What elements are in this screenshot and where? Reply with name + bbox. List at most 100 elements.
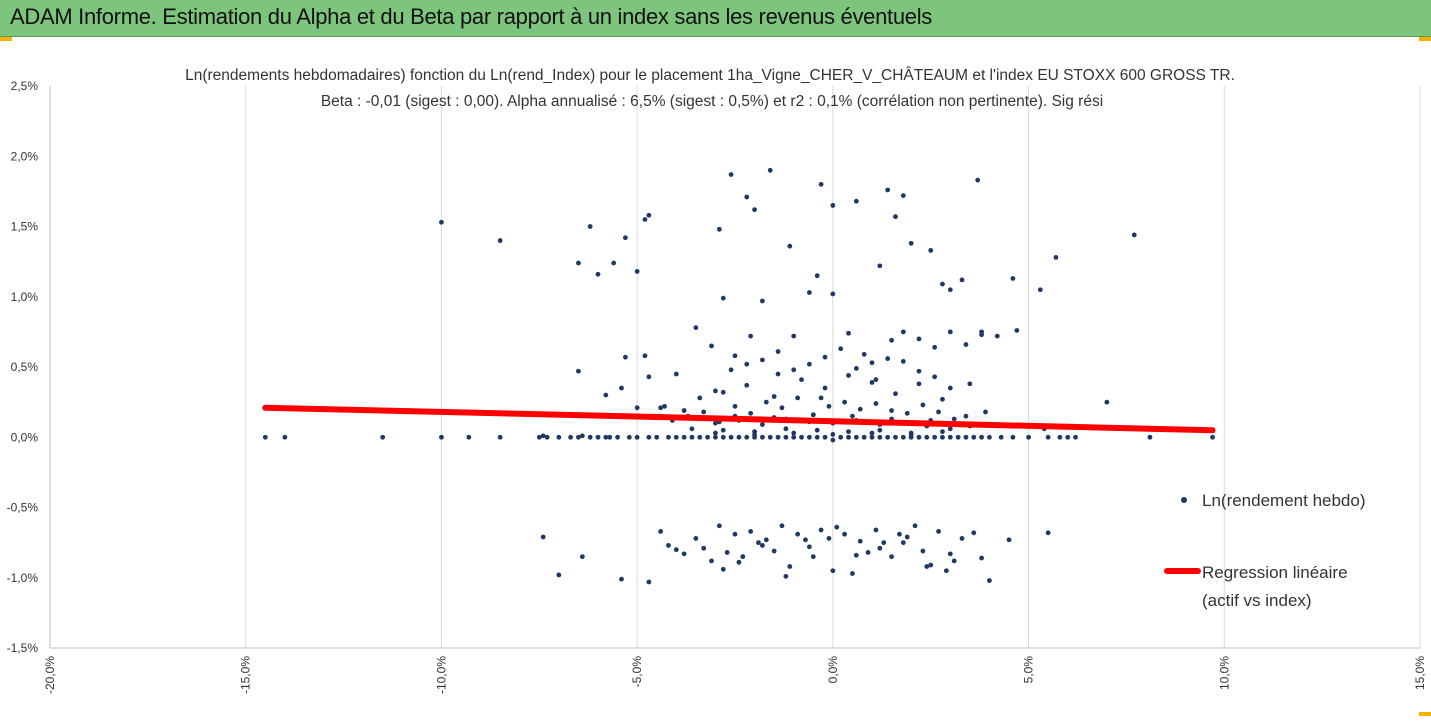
data-point xyxy=(748,333,754,339)
legend-dot-marker xyxy=(1181,497,1187,503)
data-point xyxy=(791,430,797,436)
data-point xyxy=(932,344,938,350)
data-point xyxy=(1210,434,1215,440)
data-point xyxy=(916,336,922,342)
data-point xyxy=(282,434,288,440)
data-point xyxy=(1045,530,1051,536)
data-point xyxy=(795,395,801,401)
data-point xyxy=(783,573,789,579)
data-point xyxy=(877,427,883,433)
data-point xyxy=(760,543,765,548)
data-point xyxy=(540,433,546,439)
data-point xyxy=(806,544,812,550)
data-point xyxy=(732,353,738,359)
data-point xyxy=(940,281,945,287)
data-point xyxy=(767,167,773,173)
data-point xyxy=(959,536,965,541)
data-point xyxy=(1131,232,1137,238)
data-point xyxy=(763,399,769,405)
data-point xyxy=(673,434,679,440)
y-tick-label: 1,0% xyxy=(11,290,39,304)
data-point xyxy=(556,572,562,578)
data-point xyxy=(771,548,777,554)
data-point xyxy=(916,381,922,387)
data-point xyxy=(940,434,945,440)
data-point xyxy=(791,434,797,440)
y-tick-label: 2,0% xyxy=(11,149,39,163)
data-point xyxy=(732,531,738,537)
data-point xyxy=(822,354,828,360)
data-point xyxy=(1104,399,1110,405)
data-point xyxy=(720,434,726,440)
data-point xyxy=(646,374,652,380)
data-point xyxy=(716,226,722,232)
data-point xyxy=(623,235,628,241)
data-point xyxy=(998,434,1004,440)
data-point xyxy=(877,263,883,269)
data-point xyxy=(740,554,746,560)
data-point xyxy=(932,374,938,380)
corner-marker-right xyxy=(1419,37,1431,41)
data-point xyxy=(760,357,765,363)
data-point xyxy=(943,568,949,574)
data-point xyxy=(834,524,840,530)
data-point xyxy=(579,433,585,439)
data-point xyxy=(783,434,789,440)
data-point xyxy=(681,434,687,440)
corner-marker-bottom-right xyxy=(1419,712,1431,716)
data-point xyxy=(838,346,844,352)
data-point xyxy=(439,434,444,440)
data-point xyxy=(940,396,945,402)
data-point xyxy=(900,193,906,198)
data-point xyxy=(885,187,891,193)
data-point xyxy=(814,427,820,433)
data-point xyxy=(744,194,750,200)
data-point xyxy=(928,247,934,253)
data-point xyxy=(850,571,855,576)
data-point xyxy=(971,434,977,440)
data-point xyxy=(720,566,726,572)
data-point xyxy=(850,413,855,419)
data-point xyxy=(826,403,832,409)
data-point xyxy=(830,203,836,208)
data-point xyxy=(893,391,898,397)
data-point xyxy=(713,420,718,426)
data-point xyxy=(603,392,609,398)
data-point xyxy=(967,381,973,387)
data-points xyxy=(262,167,1215,585)
x-tick-label: -5,0% xyxy=(630,656,644,688)
data-point xyxy=(752,207,757,213)
data-point xyxy=(262,434,268,440)
data-point xyxy=(767,434,773,440)
title-banner: ADAM Informe. Estimation du Alpha et du … xyxy=(0,0,1431,37)
data-point xyxy=(658,405,664,411)
data-point xyxy=(689,426,695,432)
y-axis-ticks: 2,5% 2,0% 1,5% 1,0% 0,5% 0,0% -0,5% -1,0% -1,5% xyxy=(7,79,39,655)
data-point xyxy=(791,367,797,373)
data-point xyxy=(853,198,859,204)
data-point xyxy=(940,429,945,435)
data-point xyxy=(877,434,883,440)
data-point xyxy=(763,537,769,543)
legend-label-regression-2: (actif vs index) xyxy=(1202,591,1312,610)
data-point xyxy=(1065,434,1071,440)
data-point xyxy=(673,547,679,553)
data-point xyxy=(842,399,847,405)
axis-lines xyxy=(49,86,1420,649)
data-point xyxy=(701,545,707,551)
data-point xyxy=(955,434,961,440)
data-point xyxy=(936,528,941,534)
data-point xyxy=(681,408,687,413)
data-point xyxy=(579,554,585,560)
data-point xyxy=(889,337,894,343)
data-point xyxy=(779,523,785,529)
y-tick-label: 2,5% xyxy=(11,79,39,93)
data-point xyxy=(709,343,714,349)
data-point xyxy=(701,409,707,415)
data-point xyxy=(619,385,624,391)
data-point xyxy=(1014,328,1020,333)
data-point xyxy=(869,360,875,366)
data-point xyxy=(662,403,667,409)
data-point xyxy=(822,434,828,440)
data-point xyxy=(928,562,934,568)
